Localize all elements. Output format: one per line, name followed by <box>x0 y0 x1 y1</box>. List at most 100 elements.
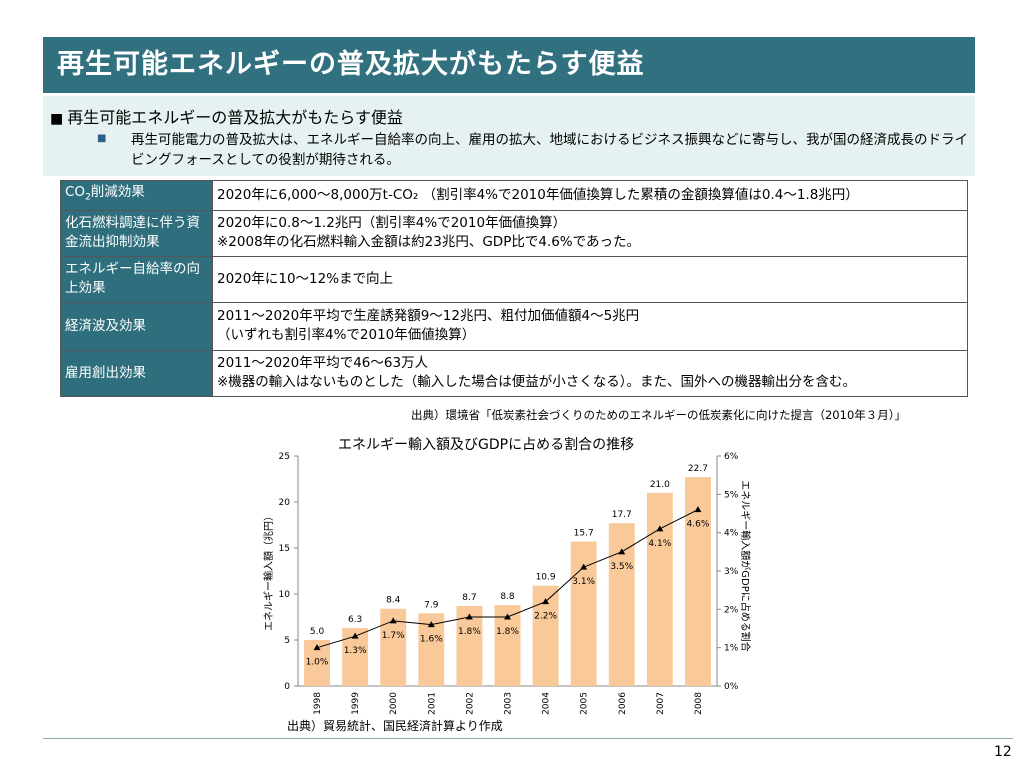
y2-tick-label: 1% <box>724 644 739 654</box>
row-line: 2020年に0.8～1.2兆円（割引率4%で2010年価値換算） <box>217 215 567 232</box>
x-tick-label: 2007 <box>656 692 666 715</box>
line-value-label: 3.5% <box>610 562 633 572</box>
row-value: 2020年に6,000～8,000万t-CO₂ （割引率4%で2010年価値換算… <box>212 180 968 211</box>
bar-value-label: 17.7 <box>612 510 632 520</box>
x-tick-label: 1999 <box>351 692 361 715</box>
y2-tick-label: 2% <box>724 605 739 615</box>
page-number: 12 <box>994 744 1012 760</box>
y-axis-title: エネルギー輸入額（兆円） <box>262 511 275 631</box>
line-value-label: 2.2% <box>534 612 557 622</box>
table-row: 雇用創出効果 2011～2020年平均で46～63万人 ※機器の輸入はないものとし… <box>60 349 968 397</box>
co2-subscript: 2 <box>85 192 91 203</box>
summary-text: 再生可能電力の普及拡大は、エネルギー自給率の向上、雇用の拡大、地域におけるビジネ… <box>131 132 968 168</box>
line-value-label: 1.3% <box>344 646 367 656</box>
y-tick-label: 5 <box>284 636 290 646</box>
y2-tick-label: 0% <box>724 682 739 692</box>
line-value-label: 3.1% <box>572 577 595 587</box>
page-title: 再生可能エネルギーの普及拡大がもたらす便益 <box>43 37 975 93</box>
benefits-table: CO2削減効果 2020年に6,000～8,000万t-CO₂ （割引率4%で2… <box>60 180 968 397</box>
bar-value-label: 8.7 <box>462 593 476 603</box>
square-bullet-icon: ■ <box>50 111 64 127</box>
row-label: CO2削減効果 <box>60 180 213 211</box>
line-value-label: 1.8% <box>458 627 481 637</box>
row-line: （いずれも割引率4%で2010年価値換算） <box>217 327 476 344</box>
row-value: 2011～2020年平均で46～63万人 ※機器の輸入はないものとした（輸入した場… <box>212 349 968 397</box>
row-line: ※2008年の化石燃料輸入金額は約23兆円、GDP比で4.6%であった。 <box>217 234 641 251</box>
table-row: 経済波及効果 2011～2020年平均で生産誘発額9～12兆円、粗付加価値額4～… <box>60 301 968 351</box>
x-tick-label: 2008 <box>694 692 704 715</box>
summary-heading: ■ 再生可能エネルギーの普及拡大がもたらす便益 <box>50 104 403 128</box>
summary-heading-text: 再生可能エネルギーの普及拡大がもたらす便益 <box>67 108 403 127</box>
row-line: 2011～2020年平均で46～63万人 <box>217 355 429 372</box>
line-point-marker <box>389 617 397 624</box>
x-tick-label: 2000 <box>389 692 399 715</box>
line-point-marker <box>656 525 664 532</box>
chart-source: 出典）貿易統計、国民経済計算より作成 <box>287 719 503 733</box>
co2-prefix: CO <box>65 184 86 200</box>
table-row: 化石燃料調達に伴う資金流出抑制効果 2020年に0.8～1.2兆円（割引率4%で… <box>60 209 968 257</box>
square-bullet-icon: ■ <box>97 133 107 144</box>
bar-value-label: 21.0 <box>650 480 670 490</box>
table-source: 出典）環境省「低炭素社会づくりのためのエネルギーの低炭素化に向けた提言（2010… <box>411 408 907 422</box>
line-point-marker <box>504 613 511 620</box>
line-value-label: 4.1% <box>648 539 671 549</box>
row-value: 2020年に10～12%まで向上 <box>212 255 968 303</box>
row-label: 経済波及効果 <box>60 301 213 351</box>
row-label: 化石燃料調達に伴う資金流出抑制効果 <box>60 209 213 257</box>
line-value-label: 1.6% <box>420 635 443 645</box>
bar-value-label: 15.7 <box>574 529 594 539</box>
x-tick-label: 2006 <box>618 692 628 715</box>
x-tick-label: 2001 <box>427 692 437 715</box>
x-tick-label: 2002 <box>465 692 475 715</box>
x-tick-label: 2005 <box>580 692 590 715</box>
row-line: 2011～2020年平均で生産誘発額9～12兆円、粗付加価値額4～5兆円 <box>217 308 640 325</box>
y2-tick-label: 3% <box>724 567 739 577</box>
y-tick-label: 20 <box>279 498 291 508</box>
bar <box>646 492 673 686</box>
line-value-label: 4.6% <box>687 520 710 530</box>
y-tick-label: 0 <box>284 682 290 692</box>
table-row: エネルギー自給率の向上効果 2020年に10～12%まで向上 <box>60 255 968 303</box>
chart-title: エネルギー輸入額及びGDPに占める割合の推移 <box>338 437 635 453</box>
row-label: エネルギー自給率の向上効果 <box>60 255 213 303</box>
y2-tick-label: 4% <box>724 529 739 539</box>
row-value: 2011～2020年平均で生産誘発額9～12兆円、粗付加価値額4～5兆円 （いずれ… <box>212 301 968 351</box>
row-line: ※機器の輸入はないものとした（輸入した場合は便益が小さくなる）。また、国外への機… <box>217 374 857 391</box>
bar-value-label: 5.0 <box>310 627 325 637</box>
bar-value-label: 8.4 <box>386 596 401 606</box>
row-label: 雇用創出効果 <box>60 349 213 397</box>
co2-suffix: 削減効果 <box>90 184 145 200</box>
x-tick-label: 2004 <box>542 692 552 715</box>
bar-value-label: 8.8 <box>500 592 515 602</box>
line-value-label: 1.0% <box>306 658 329 668</box>
y2-axis-title: エネルギー輸入額がGDPに占める割合 <box>739 480 752 651</box>
line-point-marker <box>313 644 321 651</box>
y2-tick-label: 5% <box>724 490 739 500</box>
line-point-marker <box>580 563 588 570</box>
summary-box <box>43 96 975 176</box>
line-value-label: 1.8% <box>496 627 519 637</box>
x-tick-label: 2003 <box>504 692 514 715</box>
bar <box>608 523 635 686</box>
x-tick-label: 1998 <box>313 692 323 715</box>
line-point-marker <box>618 548 626 555</box>
bar-value-label: 7.9 <box>424 600 439 610</box>
y2-tick-label: 6% <box>724 452 739 462</box>
line-point-marker <box>351 632 359 639</box>
y-tick-label: 25 <box>279 452 290 462</box>
bar-value-label: 6.3 <box>348 615 362 625</box>
row-value: 2020年に0.8～1.2兆円（割引率4%で2010年価値換算） ※2008年の化… <box>212 209 968 257</box>
line-value-label: 1.7% <box>382 631 405 641</box>
footer-divider <box>43 738 1013 739</box>
bar-value-label: 22.7 <box>688 464 708 474</box>
bar-value-label: 10.9 <box>536 573 556 583</box>
table-row: CO2削減効果 2020年に6,000～8,000万t-CO₂ （割引率4%で2… <box>60 180 968 211</box>
line-point-marker <box>694 506 702 513</box>
row-line: 2020年に10～12%まで向上 <box>217 270 394 287</box>
y-tick-label: 15 <box>279 544 290 554</box>
y-tick-label: 10 <box>279 590 291 600</box>
row-line: 2020年に6,000～8,000万t-CO₂ （割引率4%で2010年価値換算… <box>217 186 859 203</box>
line-point-marker <box>542 598 550 605</box>
line-point-marker <box>427 621 435 628</box>
